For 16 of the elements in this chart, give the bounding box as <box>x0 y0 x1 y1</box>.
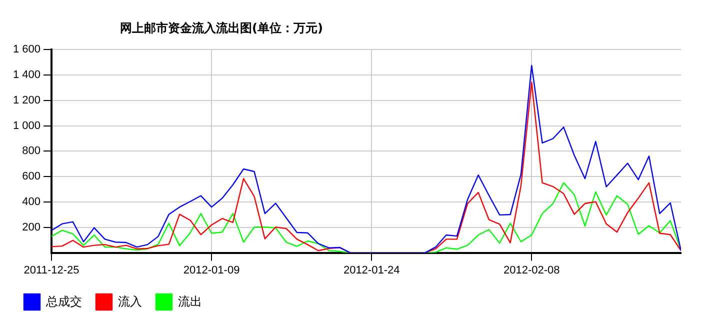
chart-title: 网上邮市资金流入流出图(单位：万元) <box>120 20 323 37</box>
legend-label: 流入 <box>118 294 142 308</box>
x-tick-label: 2012-01-24 <box>343 264 400 276</box>
legend-label: 流出 <box>178 294 202 308</box>
y-tick-label: 800 <box>22 145 41 158</box>
y-tick-label: 1 600 <box>12 44 41 56</box>
x-tick-label: 2012-01-09 <box>183 264 240 276</box>
y-tick-label: 600 <box>22 170 41 183</box>
x-tick-label: 2011-12-25 <box>24 264 80 276</box>
y-tick-label: 1 200 <box>12 94 41 106</box>
legend-label: 总成交 <box>45 294 82 308</box>
x-tick-label: 2012-02-08 <box>503 264 560 276</box>
y-tick-label: 200 <box>22 221 41 234</box>
y-tick-label: 400 <box>22 196 41 208</box>
y-tick-label: 1 400 <box>12 69 41 82</box>
y-tick-label: 1 000 <box>12 120 41 132</box>
